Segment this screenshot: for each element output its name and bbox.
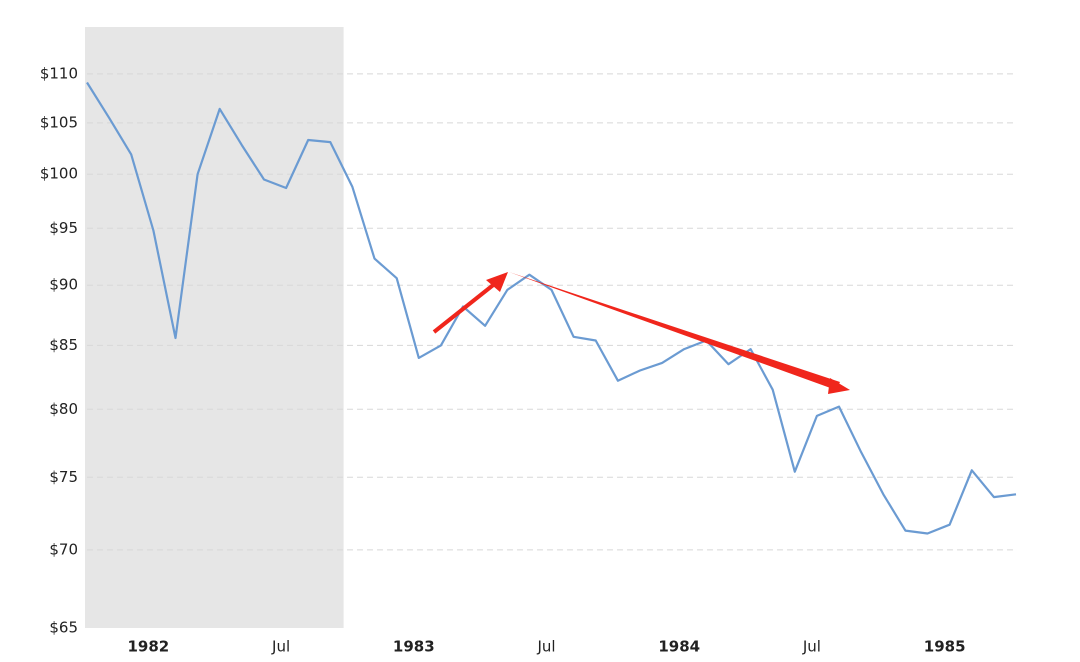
shaded-region — [85, 27, 344, 628]
x-tick-label: 1983 — [393, 638, 435, 656]
y-tick-label: $65 — [49, 619, 78, 637]
x-tick-label: Jul — [271, 638, 290, 656]
x-tick-label: 1982 — [127, 638, 169, 656]
y-tick-label: $95 — [49, 219, 78, 237]
arrow-up — [432, 280, 499, 334]
plot: $65 $70 $75 $80 $85 $90 $95 $100 $105 $110 1982 Jul… — [40, 27, 1017, 656]
arrow-down — [509, 272, 840, 390]
y-tick-label: $90 — [49, 276, 78, 294]
x-tick-label: Jul — [536, 638, 555, 656]
arrow-head — [486, 272, 508, 292]
y-tick-label: $80 — [49, 400, 78, 418]
line-series — [86, 81, 1017, 535]
x-tick-label: 1984 — [658, 638, 700, 656]
annotation-arrows — [432, 272, 850, 394]
y-tick-label: $70 — [49, 540, 78, 558]
y-tick-label: $105 — [40, 113, 78, 131]
x-tick-label: 1985 — [924, 638, 966, 656]
x-tick-label: Jul — [802, 638, 821, 656]
arrow-head — [828, 378, 850, 394]
y-tick-label: $100 — [40, 165, 78, 183]
y-tick-label: $75 — [49, 468, 78, 486]
y-tick-label: $110 — [40, 64, 78, 82]
y-tick-label: $85 — [49, 336, 78, 354]
